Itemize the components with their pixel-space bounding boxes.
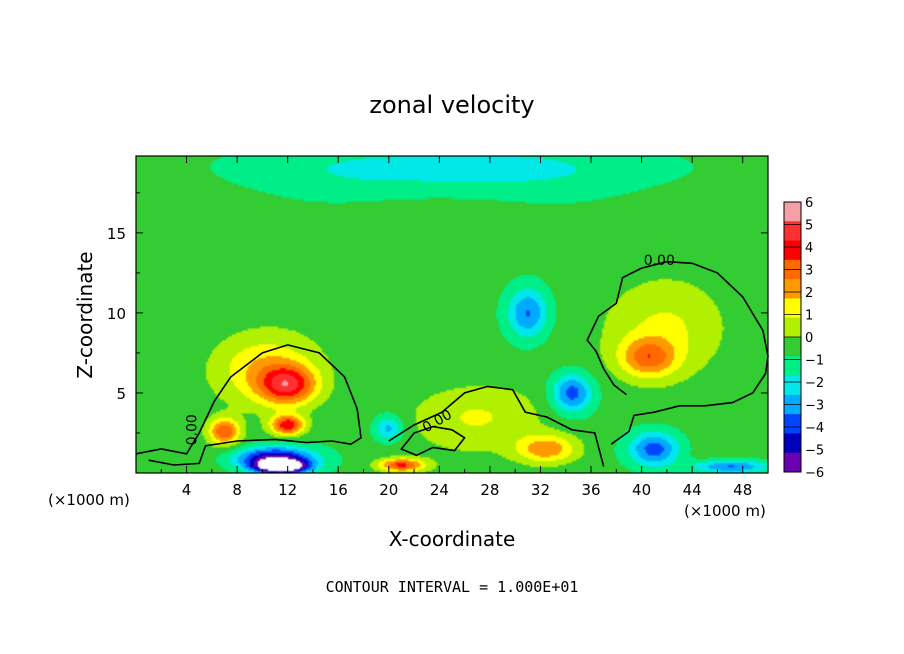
colorbar-tick-label: −6	[805, 466, 824, 481]
y-tick-label: 5	[116, 385, 126, 403]
colorbar-swatch	[784, 337, 801, 357]
colorbar-swatch	[784, 279, 801, 299]
plot-area: 0.00 0.000.00	[135, 155, 769, 474]
colorbar-swatch	[784, 452, 801, 473]
y-axis: 5 10 15	[107, 192, 768, 434]
colorbar-tick-label: 3	[805, 264, 813, 279]
y-axis-title: Z-coordinate	[73, 251, 97, 378]
x-tick-label: 8	[232, 481, 242, 499]
contour-line	[388, 385, 605, 467]
x-axis-title: X-coordinate	[389, 527, 516, 551]
x-tick-label: 28	[480, 481, 499, 499]
x-axis: 4 8 12 16 20 24 28 32 36 40 44 48	[160, 156, 752, 499]
x-tick-label: 44	[683, 481, 702, 499]
contour-interval-note: CONTOUR INTERVAL = 1.000E+01	[326, 578, 579, 596]
x-tick-label: 32	[531, 481, 550, 499]
colorbar-swatch	[784, 202, 801, 222]
x-tick-label: 40	[632, 481, 651, 499]
colorbar-tick-label: 0	[805, 331, 813, 346]
plot-frame	[135, 155, 769, 474]
colorbar-swatch	[784, 298, 801, 319]
contour-line	[586, 260, 769, 445]
x-tick-label: 4	[182, 481, 192, 499]
colorbar-tick-label: 6	[805, 196, 813, 211]
contour-label: 0.00	[644, 253, 675, 269]
x-tick-label: 36	[581, 481, 600, 499]
colorbar-swatch	[784, 221, 801, 242]
x-tick-label: 16	[329, 481, 348, 499]
colorbar-swatch	[784, 433, 801, 454]
colorbar-tick-label: −5	[805, 444, 824, 459]
colorbar-tick-label: −4	[805, 421, 824, 436]
colorbar-swatch	[784, 356, 801, 377]
contour-line	[400, 425, 466, 457]
colorbar: 6 5 4 3 2 1 0 −1 −2 −3 −4 −5 −6	[783, 196, 824, 481]
x-unit-right: (×1000 m)	[684, 502, 766, 520]
colorbar-swatch	[784, 375, 801, 396]
x-tick-label: 20	[379, 481, 398, 499]
colorbar-tick-label: −2	[805, 376, 824, 391]
colorbar-swatch	[784, 317, 801, 338]
colorbar-tick-label: 1	[805, 309, 813, 324]
contour-label: 0.00	[185, 414, 201, 445]
colorbar-swatch	[784, 240, 801, 261]
colorbar-tick-label: 4	[805, 241, 813, 256]
x-tick-label: 24	[430, 481, 449, 499]
x-tick-label: 12	[278, 481, 297, 499]
heatmap-field	[136, 156, 768, 473]
x-tick-label: 48	[733, 481, 752, 499]
y-tick-label: 15	[107, 225, 126, 243]
colorbar-tick-label: −1	[805, 354, 824, 369]
chart-title: zonal velocity	[369, 91, 534, 119]
colorbar-tick-label: 2	[805, 286, 813, 301]
colorbar-tick-label: 5	[805, 219, 813, 234]
colorbar-tick-label: −3	[805, 399, 824, 414]
contour-line	[135, 344, 362, 466]
colorbar-swatch	[784, 414, 801, 434]
x-unit-left: (×1000 m)	[48, 491, 130, 509]
y-tick-label: 10	[107, 305, 126, 323]
